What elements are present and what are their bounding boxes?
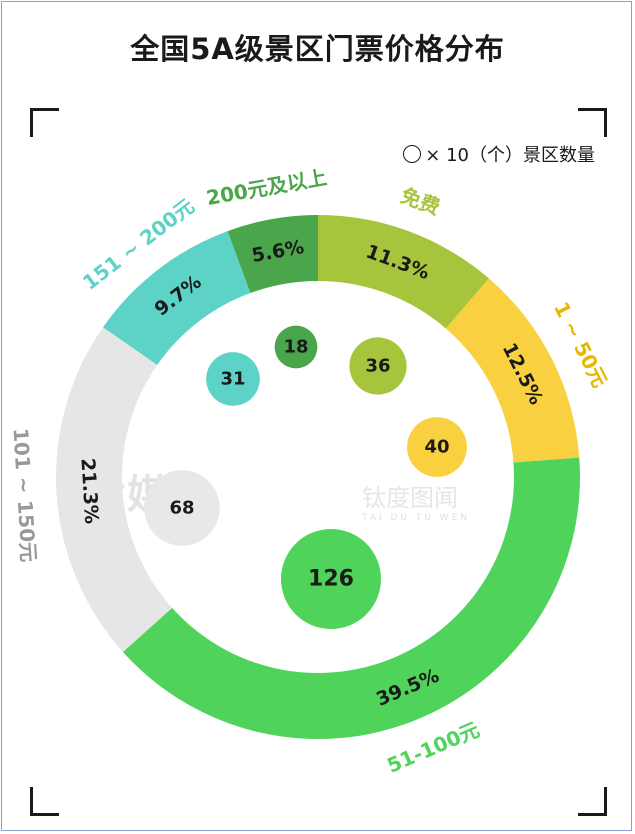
bubble-count-label: 36 [365,356,390,377]
donut-segments [55,215,580,739]
donut-segment [55,327,173,652]
segment-percent-label: 21.3% [76,457,102,524]
bubble-count-label: 31 [220,369,245,390]
count-bubble [349,337,407,395]
count-bubbles: 36 40 126 68 31 18 [144,325,467,629]
watermark-secondary-text: 钛度图闻 [362,484,458,512]
corner-mark-top-left [30,108,59,137]
corner-mark-bottom-left [30,787,59,816]
chart-title: 全国5A级景区门票价格分布 [130,32,505,66]
count-bubble [274,325,318,369]
donut-segment [103,231,251,365]
donut-segment [122,457,580,739]
legend-text: × 10（个）景区数量 [425,145,595,166]
donut-segment [227,215,318,294]
watermark-tagline: TAI DU TU WEN [362,513,471,523]
bubble-count-label: 18 [283,337,308,358]
bubble-count-label: 68 [169,498,194,519]
corner-mark-bottom-right [578,787,607,816]
segment-category-label: 101 ~ 150元 [8,427,40,562]
bubble-count-label: 40 [424,437,449,458]
donut-segment [445,278,580,463]
corner-mark-top-right [578,108,607,137]
count-bubble [206,352,260,406]
segment-category-label: 免费 [397,183,443,219]
donut-segment [318,215,489,329]
legend-circle-icon [403,145,422,163]
count-bubble [144,470,220,546]
count-bubble [407,417,467,477]
bubble-count-label: 126 [308,567,354,592]
watermark-secondary: 钛度图闻 TAI DU TU WEN [362,478,470,523]
count-bubble [281,529,381,629]
segment-category-label: 200元及以上 [204,165,328,210]
legend: × 10（个）景区数量 [403,141,595,167]
